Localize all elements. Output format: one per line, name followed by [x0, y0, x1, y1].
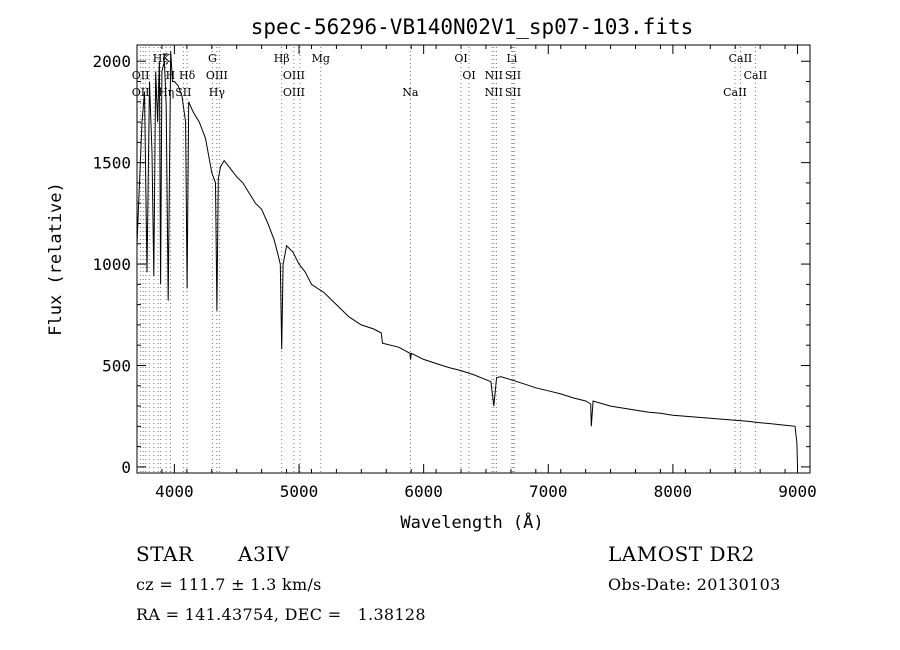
line-label: OII	[132, 86, 150, 99]
line-label: CaII	[723, 86, 747, 99]
y-axis-label: Flux (relative)	[46, 182, 66, 336]
line-label: OII	[132, 69, 150, 82]
line-label: OIII	[283, 69, 305, 82]
y-tick-label: 0	[121, 458, 131, 477]
x-tick-label: 8000	[654, 482, 693, 501]
object-class: STAR	[136, 542, 194, 566]
line-label: Mg	[312, 52, 330, 65]
spectrum-line	[136, 51, 798, 467]
redshift-velocity: cz = 111.7 ± 1.3 km/s	[136, 575, 322, 594]
line-label: SII	[505, 86, 521, 99]
line-label: Li	[506, 52, 517, 65]
observation-date: Obs-Date: 20130103	[608, 575, 781, 594]
line-label: SII	[505, 69, 521, 82]
line-label: OIII	[206, 69, 228, 82]
y-tick-label: 2000	[92, 52, 131, 71]
line-label: Hδ	[179, 69, 196, 82]
line-label: SII	[175, 86, 191, 99]
line-label: CaII	[729, 52, 753, 65]
x-tick-label: 7000	[529, 482, 568, 501]
line-label: CaII	[744, 69, 768, 82]
line-label: OIII	[283, 86, 305, 99]
line-label: OI	[454, 52, 467, 65]
x-tick-label: 5000	[280, 482, 319, 501]
spectral-line-labels: OIIOIIHζKHηHSIIHδGOIIIHγHβOIIIOIIIMgNaOI…	[132, 52, 767, 99]
survey-name: LAMOST DR2	[608, 542, 755, 566]
x-axis-ticks: 4000 5000 6000 7000 8000 9000	[136, 45, 817, 501]
line-label: Na	[402, 86, 419, 99]
line-label: NII	[485, 69, 503, 82]
line-label: K	[162, 52, 171, 65]
x-axis-label: Wavelength (Å)	[400, 511, 543, 533]
plot-frame	[136, 44, 811, 474]
line-label: Hβ	[274, 52, 290, 65]
y-axis-ticks: 0 500 1000 1500 2000	[92, 52, 810, 477]
x-tick-label: 4000	[155, 482, 194, 501]
x-tick-label: 6000	[404, 482, 443, 501]
sky-coordinates: RA = 141.43754, DEC = 1.38128	[136, 605, 426, 624]
x-tick-label: 9000	[778, 482, 817, 501]
spectral-line-markers	[140, 47, 756, 473]
chart-title: spec-56296-VB140N02V1_sp07-103.fits	[251, 15, 694, 39]
object-subclass: A3IV	[238, 542, 290, 566]
line-label: G	[208, 52, 217, 65]
y-tick-label: 500	[102, 356, 131, 375]
y-tick-label: 1500	[92, 154, 131, 173]
line-label: NII	[485, 86, 503, 99]
line-label: OI	[462, 69, 475, 82]
y-tick-label: 1000	[92, 255, 131, 274]
line-label: Hγ	[209, 86, 226, 99]
